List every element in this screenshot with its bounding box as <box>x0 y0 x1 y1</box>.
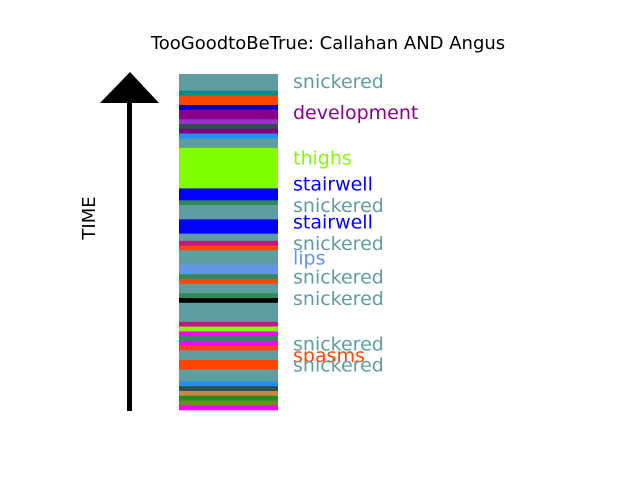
bar-segment-31 <box>179 336 278 342</box>
bar-segment-32 <box>179 340 278 346</box>
bar-segment-28 <box>179 321 278 327</box>
bar-segment-20 <box>179 255 278 265</box>
time-arrow-head <box>100 72 159 103</box>
segment-label-11: snickered <box>293 333 384 355</box>
bar-segment-16 <box>179 233 278 242</box>
time-arrow-shaft <box>127 100 132 411</box>
bar-segment-25 <box>179 293 278 299</box>
bar-segment-33 <box>179 345 278 351</box>
bar-segment-37 <box>179 381 278 387</box>
bar-segment-24 <box>179 283 278 294</box>
bar-segment-7 <box>179 124 278 130</box>
y-axis-label: TIME <box>79 196 100 240</box>
bar-segment-5 <box>179 109 278 120</box>
segment-label-1: snickered <box>293 71 384 93</box>
bar-segment-39 <box>179 390 278 397</box>
segment-label-10: snickered <box>293 288 384 310</box>
segment-label-6: stairwell <box>293 212 373 234</box>
segment-label-4: stairwell <box>293 174 373 196</box>
segment-label-9: snickered <box>293 267 384 289</box>
bar-segment-6 <box>179 119 278 125</box>
bar-segment-9 <box>179 133 278 139</box>
bar-segment-8 <box>179 128 278 134</box>
segment-label-3: thighs <box>293 147 352 169</box>
segment-label-5: snickered <box>293 195 384 217</box>
segment-label-7: snickered <box>293 233 384 255</box>
bar-segment-1 <box>179 74 278 91</box>
bar-segment-42 <box>179 405 278 411</box>
bar-segment-14 <box>179 205 278 220</box>
bar-segment-15 <box>179 219 278 234</box>
segment-labels: snickereddevelopmentthighsstairwellsnick… <box>293 71 418 377</box>
segment-label-2: development <box>293 102 418 124</box>
bar-segment-29 <box>179 326 278 332</box>
stacked-bar <box>179 74 278 411</box>
bar-segment-13 <box>179 200 278 206</box>
bar-segment-23 <box>179 278 278 285</box>
bar-segment-34 <box>179 350 278 361</box>
bar-segment-2 <box>179 90 278 96</box>
bar-segment-18 <box>179 245 278 251</box>
segment-label-13: snickered <box>293 355 384 377</box>
bar-segment-41 <box>179 400 278 406</box>
bar-segment-22 <box>179 274 278 280</box>
bar-segment-27 <box>179 302 278 323</box>
bar-segment-11 <box>179 147 278 189</box>
bar-segment-19 <box>179 250 278 256</box>
bar-segment-3 <box>179 95 278 106</box>
time-arrow <box>100 72 159 411</box>
bar-segment-10 <box>179 138 278 149</box>
bar-segment-36 <box>179 369 278 382</box>
bar-segment-38 <box>179 386 278 392</box>
segment-label-8: lips <box>293 247 326 269</box>
segment-label-12: spasms <box>293 345 365 367</box>
bar-segment-35 <box>179 359 278 370</box>
chart-title: TooGoodtoBeTrue: Callahan AND Angus <box>150 33 505 54</box>
bar-segment-17 <box>179 240 278 246</box>
bar-segment-30 <box>179 331 278 337</box>
bar-segment-40 <box>179 395 278 401</box>
bar-segment-21 <box>179 264 278 275</box>
bar-segment-12 <box>179 188 278 201</box>
bar-segment-4 <box>179 104 278 111</box>
bar-segment-26 <box>179 298 278 304</box>
